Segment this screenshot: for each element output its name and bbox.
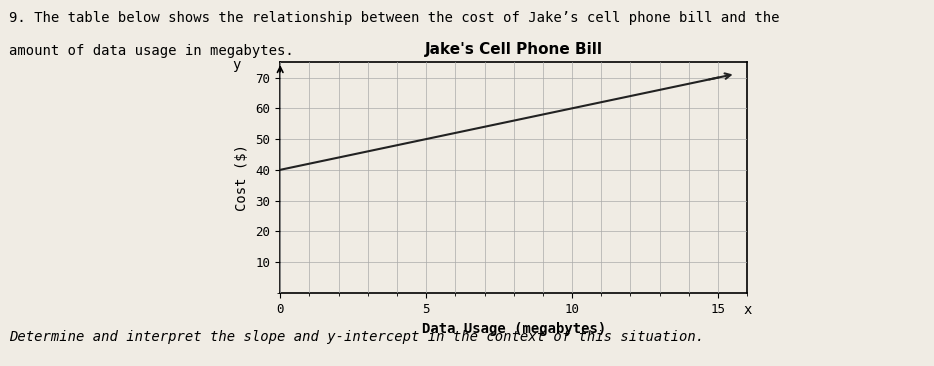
X-axis label: Data Usage (megabytes): Data Usage (megabytes) — [421, 322, 606, 336]
Text: Determine and interpret the slope and y-intercept in the context of this situati: Determine and interpret the slope and y-… — [9, 330, 704, 344]
Text: y: y — [233, 58, 241, 72]
Text: amount of data usage in megabytes.: amount of data usage in megabytes. — [9, 44, 294, 58]
Text: 9. The table below shows the relationship between the cost of Jake’s cell phone : 9. The table below shows the relationshi… — [9, 11, 780, 25]
Text: x: x — [743, 303, 751, 317]
Y-axis label: Cost ($): Cost ($) — [234, 144, 248, 211]
Title: Jake's Cell Phone Bill: Jake's Cell Phone Bill — [425, 42, 602, 57]
